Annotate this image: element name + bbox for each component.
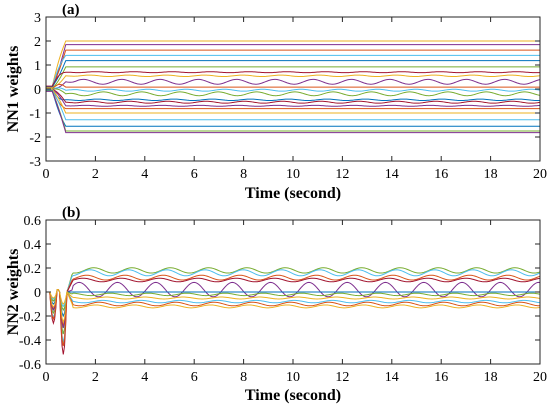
x-tick-label: 18 xyxy=(484,167,498,182)
series-line-5 xyxy=(46,281,540,329)
y-tick-label: 0.6 xyxy=(24,214,42,229)
series-line-16 xyxy=(46,88,540,110)
y-axis-label: NN1 weights xyxy=(5,46,22,133)
x-tick-label: 12 xyxy=(335,370,349,385)
panel-label: (b) xyxy=(62,205,80,221)
series-line-6 xyxy=(46,66,540,90)
series-line-9 xyxy=(46,289,540,308)
x-tick-label: 4 xyxy=(141,370,148,385)
series-line-14 xyxy=(46,88,540,104)
x-tick-label: 10 xyxy=(286,370,300,385)
series-line-7 xyxy=(46,289,540,312)
series-line-21 xyxy=(46,90,540,134)
series-line-1 xyxy=(46,40,540,88)
x-tick-label: 16 xyxy=(434,167,448,182)
x-tick-label: 6 xyxy=(191,167,198,182)
x-tick-label: 0 xyxy=(43,370,50,385)
series-line-1 xyxy=(46,267,540,335)
series-line-8 xyxy=(46,74,540,89)
x-tick-label: 14 xyxy=(385,370,399,385)
y-tick-label: 3 xyxy=(34,11,41,26)
x-axis-label: Time (second) xyxy=(245,185,341,202)
panel-label: (a) xyxy=(62,2,80,18)
x-tick-label: 12 xyxy=(335,167,349,182)
x-tick-label: 8 xyxy=(240,370,247,385)
series-line-10 xyxy=(46,83,540,90)
series-line-4 xyxy=(46,277,540,355)
series-line-3 xyxy=(46,274,540,328)
y-tick-label: -2 xyxy=(29,131,41,146)
x-tick-label: 14 xyxy=(385,167,399,182)
series-group xyxy=(46,40,540,134)
series-line-2 xyxy=(46,44,540,90)
series-group xyxy=(46,267,540,355)
y-tick-label: 2 xyxy=(34,35,41,50)
series-line-11 xyxy=(46,289,540,309)
x-tick-label: 8 xyxy=(240,167,247,182)
series-line-11 xyxy=(46,87,540,92)
y-tick-label: 0.2 xyxy=(24,262,42,277)
series-line-19 xyxy=(46,89,540,127)
x-tick-label: 18 xyxy=(484,370,498,385)
series-line-17 xyxy=(46,88,540,114)
y-tick-label: -3 xyxy=(29,155,41,170)
x-tick-label: 20 xyxy=(533,370,547,385)
series-line-10 xyxy=(46,289,540,347)
series-line-20 xyxy=(46,90,540,132)
series-line-8 xyxy=(46,289,540,324)
series-line-15 xyxy=(46,88,540,107)
series-line-18 xyxy=(46,89,540,121)
y-tick-label: 0 xyxy=(34,286,41,301)
y-tick-label: -0.6 xyxy=(19,358,41,373)
plot-frame xyxy=(45,16,541,162)
series-line-7 xyxy=(46,71,540,87)
chart-panel-2: 0 2 4 6 8 10 12 14 16 18 20 -0.6 -0.4 -0.2 0 0.2 0.4 0.6 (… xyxy=(5,205,547,404)
y-tick-label: -0.4 xyxy=(19,334,41,349)
y-tick-label: 0.4 xyxy=(24,238,42,253)
x-tick-label: 2 xyxy=(92,370,99,385)
series-line-4 xyxy=(46,54,540,88)
x-tick-label: 16 xyxy=(434,370,448,385)
x-tick-label: 20 xyxy=(533,167,547,182)
series-line-12 xyxy=(46,88,540,97)
series-line-2 xyxy=(46,269,540,343)
y-tick-label: -1 xyxy=(29,107,41,122)
x-axis-label: Time (second) xyxy=(245,387,341,404)
x-tick-label: 6 xyxy=(191,370,198,385)
series-line-9 xyxy=(46,78,540,90)
series-line-5 xyxy=(46,60,540,88)
y-tick-label: 0 xyxy=(34,83,41,98)
y-axis-label: NN2 weights xyxy=(5,249,22,336)
y-tick-label: 1 xyxy=(34,59,41,74)
x-tick-label: 2 xyxy=(92,167,99,182)
series-line-6 xyxy=(46,289,540,318)
y-tick-label: -0.2 xyxy=(19,310,41,325)
series-line-13 xyxy=(46,88,540,102)
x-tick-label: 4 xyxy=(141,167,148,182)
x-tick-label: 10 xyxy=(286,167,300,182)
x-tick-label: 0 xyxy=(43,167,50,182)
series-line-3 xyxy=(46,49,540,89)
